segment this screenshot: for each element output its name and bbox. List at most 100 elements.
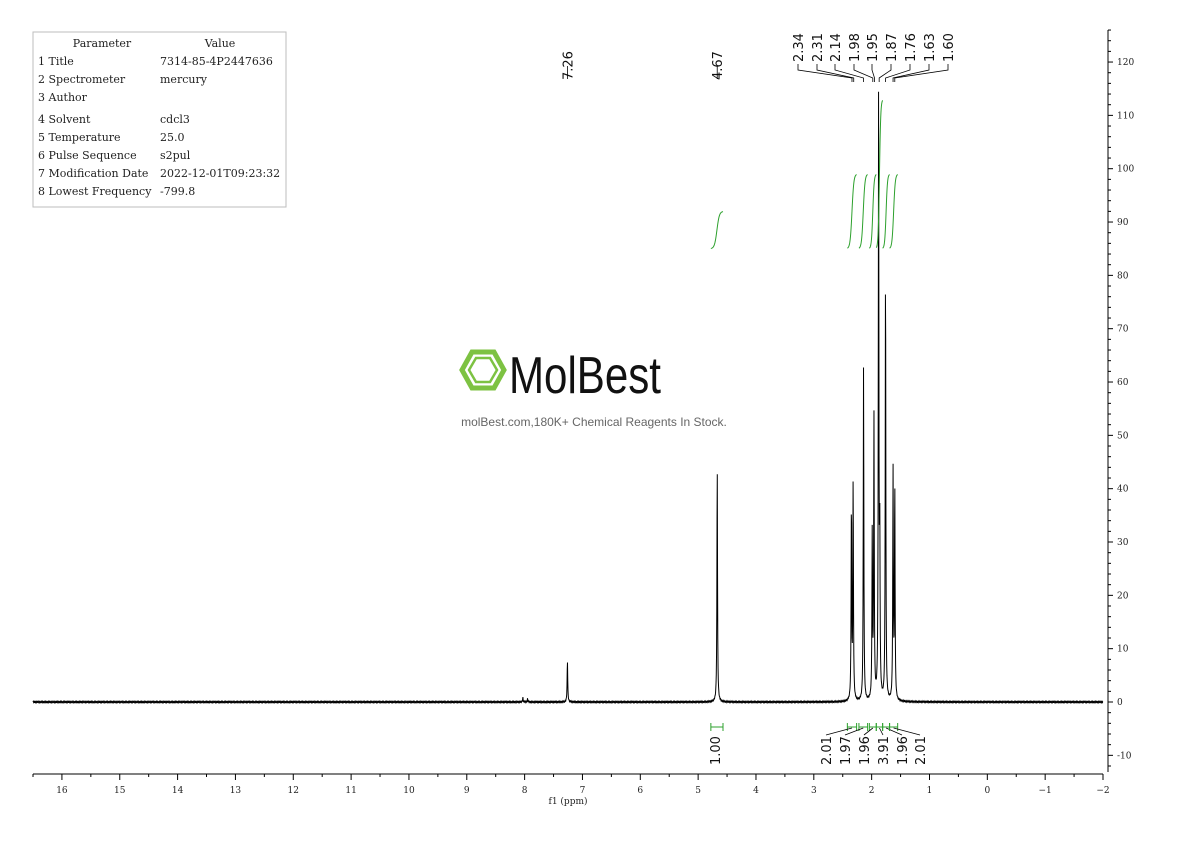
integral-value-label: 1.96 [896, 736, 911, 765]
peak-label: 2.14 [829, 33, 844, 62]
integral-curve [869, 174, 877, 249]
integral-leader [825, 727, 853, 736]
peak-label: 4.67 [711, 51, 726, 80]
x-tick-label: 12 [288, 786, 299, 796]
integral-curve [882, 174, 890, 249]
integral-leader [893, 727, 921, 736]
integral-leader [885, 727, 903, 736]
y-tick-label: 30 [1117, 538, 1129, 548]
x-tick-label: 6 [637, 786, 643, 796]
x-tick-label: 10 [403, 786, 415, 796]
y-tick-label: 100 [1117, 165, 1134, 175]
peak-leader-line [892, 64, 930, 82]
y-tick-label: 80 [1117, 271, 1129, 281]
x-tick-label: 14 [172, 786, 184, 796]
parameter-value: cdcl3 [160, 113, 190, 126]
y-tick-label: 60 [1117, 378, 1129, 388]
x-tick-label: 1 [927, 786, 933, 796]
integral-leader [863, 727, 874, 736]
peak-leader-line [834, 64, 864, 82]
parameters-table: Parameter Value 1 Title 7314-85-4P2447636… [32, 31, 287, 208]
peak-leader-line [894, 64, 949, 82]
watermark-brand: MolBest [509, 347, 661, 405]
integral-leader [844, 727, 864, 736]
parameters-table-border [32, 31, 287, 208]
x-tick-label: −1 [1039, 786, 1052, 796]
parameter-value: 7314-85-4P2447636 [160, 55, 273, 68]
parameter-value: s2pul [160, 149, 191, 162]
parameters-header-param: Parameter [73, 37, 132, 50]
x-tick-label: 13 [230, 786, 242, 796]
x-tick-label: 2 [869, 786, 875, 796]
spectrum-line [32, 91, 1104, 705]
integral-curves [710, 100, 898, 249]
peak-label: 1.95 [866, 33, 881, 62]
x-tick-label: 3 [811, 786, 817, 796]
x-tick-label: 5 [695, 786, 701, 796]
watermark-tagline: molBest.com,180K+ Chemical Reagents In S… [461, 415, 727, 429]
integral-value-label: 1.00 [709, 736, 724, 765]
y-tick-label: 90 [1117, 218, 1129, 228]
x-tick-label: 15 [114, 786, 126, 796]
benzene-logo-icon [459, 349, 507, 391]
parameter-label: 1 Title [38, 55, 74, 68]
x-tick-label: 0 [984, 786, 990, 796]
integral-value-label: 2.01 [914, 736, 929, 765]
integral-curve [875, 100, 884, 248]
parameter-label: 5 Temperature [38, 131, 121, 144]
x-tick-label: 8 [522, 786, 528, 796]
y-tick-label: 70 [1117, 325, 1129, 335]
x-tick-label: −2 [1096, 786, 1109, 796]
watermark: MolBest molBest.com,180K+ Chemical Reage… [459, 347, 727, 429]
integral-leader [879, 727, 884, 736]
y-tick-label: 0 [1117, 698, 1123, 708]
y-tick-label: 50 [1117, 431, 1129, 441]
parameters-header-value: Value [204, 37, 236, 50]
peak-label: 2.31 [811, 33, 826, 62]
integral-curve [858, 174, 868, 249]
parameter-value: 25.0 [160, 131, 185, 144]
x-tick-label: 9 [464, 786, 470, 796]
y-tick-label: 20 [1117, 591, 1129, 601]
peak-label: 1.76 [904, 33, 919, 62]
integral-value-label: 1.96 [858, 736, 873, 765]
x-tick-label: 11 [345, 786, 356, 796]
peak-label: 2.34 [792, 33, 807, 62]
parameter-label: 6 Pulse Sequence [38, 149, 137, 162]
y-tick-label: 10 [1117, 645, 1129, 655]
parameter-value: -799.8 [160, 185, 195, 198]
peak-leader-line [797, 64, 853, 82]
x-tick-label: 16 [56, 786, 68, 796]
x-axis-label: f1 (ppm) [549, 796, 588, 807]
peak-leader-line [878, 64, 892, 82]
peak-leader-line [816, 64, 855, 82]
integral-brackets: 1.00 2.01 1.97 1.96 3.91 1.96 2.01 [709, 723, 929, 765]
parameters-rows: 1 Title 7314-85-4P2447636 2 Spectrometer me… [38, 55, 280, 198]
y-tick-label: 120 [1117, 58, 1134, 68]
x-axis: 16 15 14 13 12 11 10 9 8 7 6 5 4 3 2 1 0 −1 −2 [32, 773, 1110, 796]
peak-label: 1.87 [885, 33, 900, 62]
parameter-label: 7 Modification Date [38, 167, 148, 180]
peak-leader-line [885, 64, 911, 82]
y-tick-label: 110 [1117, 111, 1134, 121]
parameter-label: 8 Lowest Frequency [38, 185, 152, 198]
peak-label: 7.26 [561, 51, 576, 80]
integral-value-label: 2.01 [820, 736, 835, 765]
y-tick-label: -10 [1117, 751, 1132, 761]
parameter-label: 3 Author [38, 91, 88, 104]
integral-value-label: 3.91 [877, 736, 892, 765]
parameter-label: 4 Solvent [38, 113, 91, 126]
integral-curve [847, 174, 857, 249]
integral-value-label: 1.97 [839, 736, 854, 765]
integral-curve [889, 174, 898, 249]
peak-label: 1.60 [942, 33, 957, 62]
peak-label: 1.98 [848, 33, 863, 62]
parameter-label: 2 Spectrometer [38, 73, 126, 86]
parameter-value: mercury [160, 73, 208, 86]
x-tick-label: 7 [580, 786, 586, 796]
peak-label: 1.63 [923, 33, 938, 62]
peak-leader-line [871, 64, 875, 82]
parameter-value: 2022-12-01T09:23:32 [160, 167, 280, 180]
